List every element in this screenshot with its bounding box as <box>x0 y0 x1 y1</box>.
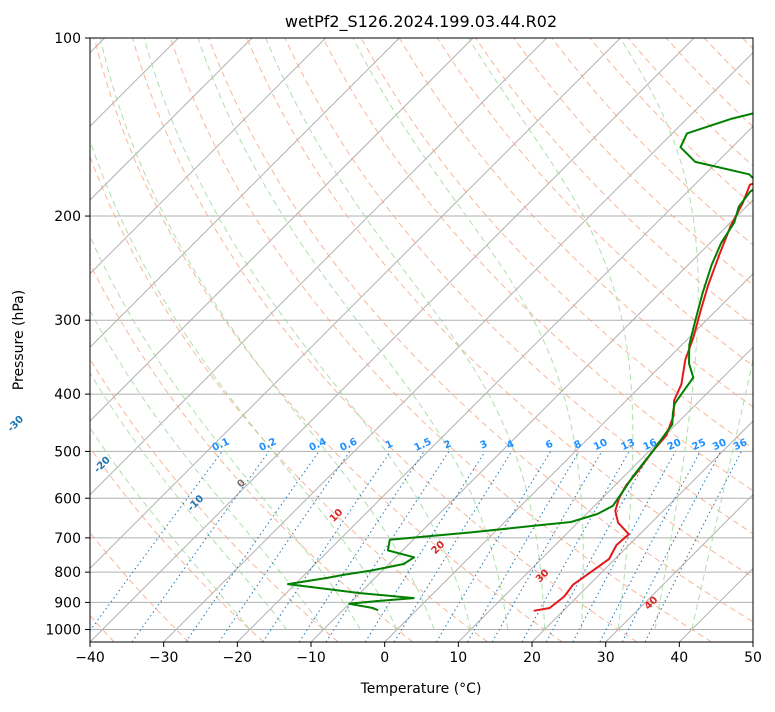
x-tick-label: −20 <box>223 650 253 666</box>
y-tick-label: 900 <box>54 595 81 611</box>
x-tick-label: 10 <box>449 650 467 666</box>
y-tick-label: 100 <box>54 31 81 47</box>
x-axis-label: Temperature (°C) <box>360 681 482 697</box>
y-tick-label: 700 <box>54 531 81 547</box>
x-tick-label: 0 <box>380 650 389 666</box>
y-tick-label: 800 <box>54 565 81 581</box>
y-tick-label: 300 <box>54 313 81 329</box>
x-tick-label: 30 <box>597 650 615 666</box>
x-tick-label: −10 <box>296 650 326 666</box>
y-tick-label: 500 <box>54 444 81 460</box>
x-tick-label: −30 <box>149 650 179 666</box>
x-tick-label: 50 <box>744 650 762 666</box>
y-tick-label: 200 <box>54 209 81 225</box>
y-tick-label: 400 <box>54 387 81 403</box>
x-tick-label: 40 <box>670 650 688 666</box>
x-tick-label: −40 <box>75 650 105 666</box>
x-tick-label: 20 <box>523 650 541 666</box>
y-tick-label: 1000 <box>45 623 81 639</box>
y-tick-label: 600 <box>54 491 81 507</box>
chart-title: wetPf2_S126.2024.199.03.44.R02 <box>285 12 557 32</box>
y-axis-label: Pressure (hPa) <box>11 290 27 390</box>
